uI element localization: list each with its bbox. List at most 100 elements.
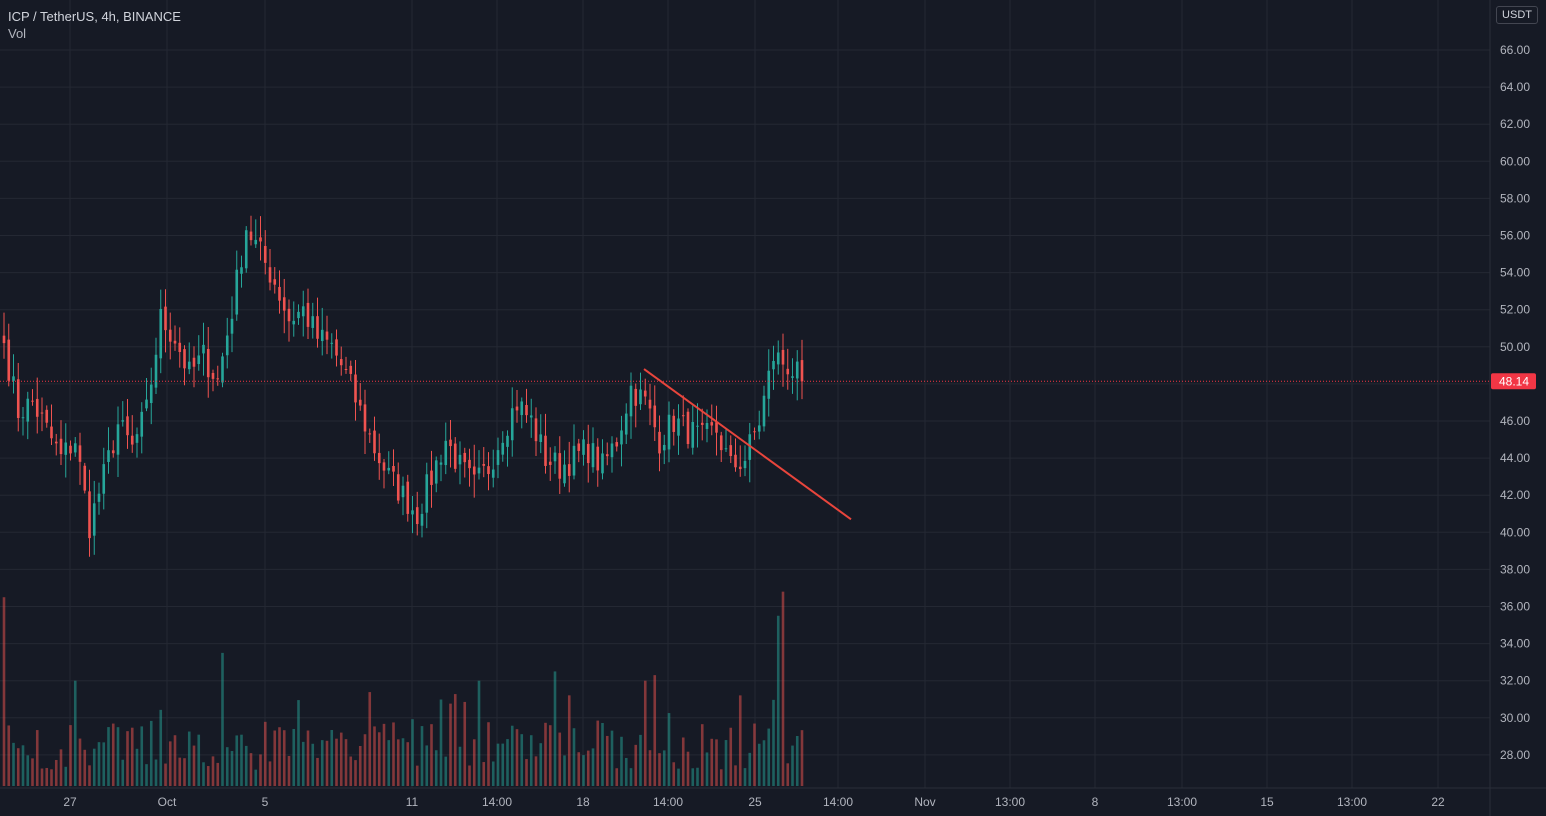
price-tick-label: 56.00 bbox=[1500, 229, 1530, 243]
candle-body bbox=[244, 230, 248, 269]
trendline[interactable] bbox=[643, 368, 852, 521]
time-tick-label: 13:00 bbox=[1167, 795, 1197, 809]
candle-body bbox=[439, 462, 443, 465]
volume-bars bbox=[2, 591, 804, 786]
volume-bar bbox=[534, 756, 538, 786]
price-tick-label: 58.00 bbox=[1500, 191, 1530, 205]
candle-body bbox=[64, 442, 68, 455]
volume-bar bbox=[767, 728, 771, 786]
time-tick-label: Nov bbox=[914, 795, 935, 809]
candle-body bbox=[534, 418, 538, 442]
candle-body bbox=[525, 405, 528, 416]
volume-bar bbox=[439, 699, 443, 786]
time-tick-label: 5 bbox=[262, 795, 269, 809]
candle-body bbox=[273, 279, 277, 285]
candle-body bbox=[282, 297, 286, 311]
candle-body bbox=[406, 481, 410, 514]
volume-bar bbox=[230, 751, 234, 786]
volume-bar bbox=[491, 761, 495, 786]
volume-bar bbox=[425, 745, 429, 786]
candle-body bbox=[396, 474, 400, 501]
candle-body bbox=[278, 286, 281, 301]
volume-bar bbox=[335, 738, 338, 786]
volume-bar bbox=[753, 723, 756, 786]
volume-bar bbox=[544, 722, 547, 786]
candle-body bbox=[164, 306, 167, 331]
price-tick-label: 54.00 bbox=[1500, 266, 1530, 280]
volume-bar bbox=[377, 732, 381, 786]
candle-body bbox=[772, 360, 775, 370]
candle-body bbox=[434, 460, 438, 484]
volume-bar bbox=[681, 737, 685, 786]
symbol-title[interactable]: ICP / TetherUS, 4h, BINANCE bbox=[8, 9, 181, 24]
candle-body bbox=[368, 433, 372, 435]
candle-body bbox=[140, 411, 144, 437]
time-axis[interactable]: 27 Oct 5 11 14:00 18 14:00 25 14:00 Nov 13:00 8 13:0… bbox=[0, 787, 1546, 809]
candle-body bbox=[515, 406, 519, 411]
volume-bar bbox=[624, 757, 628, 786]
volume-bar bbox=[415, 765, 419, 786]
price-tick-label: 44.00 bbox=[1500, 451, 1530, 465]
candle-body bbox=[501, 442, 505, 455]
candle-body bbox=[92, 503, 96, 536]
candle-body bbox=[69, 445, 72, 454]
volume-bar bbox=[719, 769, 723, 786]
candle-body bbox=[45, 409, 49, 423]
volume-bar bbox=[31, 758, 34, 786]
volume-bar bbox=[757, 743, 761, 786]
volume-bar bbox=[572, 728, 576, 786]
volume-bar bbox=[107, 727, 110, 786]
volume-bar bbox=[111, 723, 115, 786]
volume-bar bbox=[458, 746, 462, 786]
candle-body bbox=[781, 349, 785, 365]
time-tick-label: 15 bbox=[1260, 795, 1274, 809]
volume-bar bbox=[781, 591, 785, 786]
volume-bar bbox=[734, 765, 737, 786]
trendline-drawing[interactable] bbox=[643, 368, 852, 521]
volume-bar bbox=[496, 743, 500, 786]
time-tick-label: 22 bbox=[1431, 795, 1445, 809]
volume-bar bbox=[368, 692, 372, 786]
candle-body bbox=[202, 344, 205, 354]
volume-bar bbox=[135, 748, 139, 786]
candle-body bbox=[102, 464, 106, 494]
currency-badge[interactable]: USDT bbox=[1496, 6, 1538, 24]
volume-bar bbox=[691, 768, 695, 786]
volume-bar bbox=[21, 745, 25, 786]
volume-bar bbox=[35, 730, 39, 786]
volume-bar bbox=[330, 729, 334, 786]
volume-bar bbox=[78, 738, 82, 786]
volume-bar bbox=[382, 723, 386, 786]
price-axis[interactable]: 66.00 64.00 62.00 60.00 58.00 56.00 54.00 52.00… bbox=[1489, 0, 1536, 816]
volume-indicator-label[interactable]: Vol bbox=[8, 26, 27, 41]
volume-bar bbox=[401, 738, 405, 786]
volume-bar bbox=[601, 723, 604, 786]
candle-body bbox=[681, 415, 685, 417]
volume-bar bbox=[344, 739, 348, 786]
candle-body bbox=[415, 507, 419, 525]
candle-body bbox=[748, 434, 752, 460]
volume-bar bbox=[453, 694, 457, 786]
volume-bar bbox=[50, 769, 53, 786]
volume-bar bbox=[705, 752, 709, 786]
volume-bar bbox=[791, 745, 794, 786]
volume-bar bbox=[686, 751, 690, 786]
volume-bar bbox=[130, 727, 134, 786]
volume-bar bbox=[795, 735, 799, 786]
candle-body bbox=[12, 376, 15, 381]
last-price-label: 48.14 bbox=[1499, 374, 1529, 388]
candle-body bbox=[715, 422, 718, 433]
volume-bar bbox=[363, 734, 367, 786]
volume-bar bbox=[183, 758, 186, 786]
candle-body bbox=[35, 398, 39, 417]
candle-body bbox=[316, 316, 319, 339]
candle-body bbox=[591, 443, 595, 468]
volume-bar bbox=[40, 768, 44, 786]
time-tick-label: 13:00 bbox=[995, 795, 1025, 809]
volume-bar bbox=[700, 724, 704, 786]
candle-body bbox=[482, 464, 486, 466]
candle-body bbox=[662, 444, 666, 451]
volume-bar bbox=[634, 744, 638, 786]
volume-bar bbox=[420, 726, 424, 786]
